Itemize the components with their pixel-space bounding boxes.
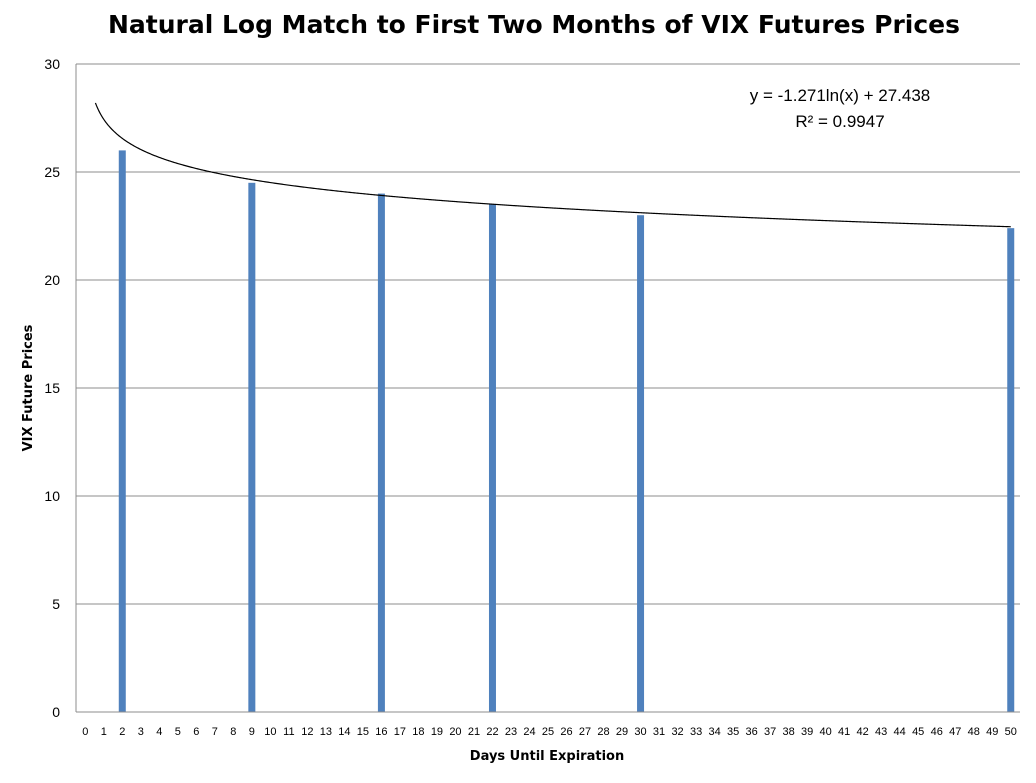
x-tick-label: 46 — [931, 726, 943, 738]
y-tick-labels: 0 5 10 15 20 25 30 — [44, 56, 60, 720]
x-tick-label: 30 — [634, 726, 646, 738]
y-tick-label: 15 — [44, 380, 60, 396]
x-tick-label: 18 — [412, 726, 424, 738]
x-tick-label: 29 — [616, 726, 628, 738]
x-tick-label: 24 — [523, 726, 535, 738]
x-tick-label: 17 — [394, 726, 406, 738]
x-tick-label: 45 — [912, 726, 924, 738]
x-tick-label: 19 — [431, 726, 443, 738]
y-tick-label: 20 — [44, 272, 60, 288]
x-tick-label: 34 — [708, 726, 720, 738]
x-tick-label: 16 — [375, 726, 387, 738]
x-tick-label: 47 — [949, 726, 961, 738]
y-tick-label: 25 — [44, 164, 60, 180]
x-tick-label: 32 — [671, 726, 683, 738]
x-tick-label: 14 — [338, 726, 350, 738]
bar — [488, 204, 496, 712]
x-tick-label: 9 — [249, 726, 255, 738]
x-tick-label: 6 — [193, 726, 199, 738]
x-tick-label: 22 — [486, 726, 498, 738]
x-tick-label: 7 — [212, 726, 218, 738]
y-tick-label: 0 — [52, 704, 60, 720]
x-tick-label: 25 — [542, 726, 554, 738]
x-tick-label: 36 — [745, 726, 757, 738]
x-tick-label: 44 — [894, 726, 906, 738]
x-tick-label: 33 — [690, 726, 702, 738]
x-tick-label: 43 — [875, 726, 887, 738]
x-tick-label: 12 — [301, 726, 313, 738]
chart-title: Natural Log Match to First Two Months of… — [108, 10, 960, 39]
x-tick-label: 31 — [653, 726, 665, 738]
x-tick-label: 35 — [727, 726, 739, 738]
trendline-equation: y = -1.271ln(x) + 27.438 — [750, 86, 931, 105]
y-tick-label: 30 — [44, 56, 60, 72]
x-tick-label: 37 — [764, 726, 776, 738]
x-tick-label: 21 — [468, 726, 480, 738]
x-tick-label: 20 — [449, 726, 461, 738]
bar — [248, 182, 256, 713]
x-tick-label: 0 — [82, 726, 88, 738]
bar — [637, 215, 645, 712]
x-tick-label: 3 — [138, 726, 144, 738]
x-tick-label: 49 — [986, 726, 998, 738]
x-tick-labels: 0 1 2 3 4 5 6 7 8 9 10 11 12 13 14 15 16 17 18 19 20 21 22 23 24… — [82, 726, 1017, 738]
x-tick-label: 50 — [1005, 726, 1017, 738]
x-tick-label: 26 — [560, 726, 572, 738]
x-tick-label: 11 — [283, 726, 294, 738]
x-tick-label: 42 — [857, 726, 869, 738]
x-tick-label: 48 — [968, 726, 980, 738]
x-tick-label: 1 — [101, 726, 107, 738]
x-tick-label: 13 — [320, 726, 332, 738]
x-tick-label: 38 — [783, 726, 795, 738]
x-tick-label: 23 — [505, 726, 517, 738]
y-axis-title: VIX Future Prices — [21, 324, 36, 451]
bars — [118, 150, 1015, 713]
y-tick-label: 5 — [52, 596, 60, 612]
gridlines — [76, 63, 1020, 605]
x-tick-label: 5 — [175, 726, 181, 738]
x-tick-label: 2 — [119, 726, 125, 738]
y-tick-label: 10 — [44, 488, 60, 504]
x-tick-label: 28 — [597, 726, 609, 738]
x-tick-label: 39 — [801, 726, 813, 738]
trendline — [94, 102, 1011, 228]
x-tick-label: 4 — [156, 726, 162, 738]
x-tick-label: 27 — [579, 726, 591, 738]
bar — [118, 150, 126, 712]
x-tick-label: 10 — [264, 726, 276, 738]
x-tick-label: 40 — [820, 726, 832, 738]
bar — [377, 193, 385, 713]
x-tick-label: 8 — [230, 726, 236, 738]
x-tick-label: 15 — [357, 726, 369, 738]
trendline-r-squared: R² = 0.9947 — [795, 112, 884, 131]
x-tick-label: 41 — [838, 726, 850, 738]
x-axis-title: Days Until Expiration — [470, 749, 624, 764]
bar — [1007, 228, 1015, 712]
